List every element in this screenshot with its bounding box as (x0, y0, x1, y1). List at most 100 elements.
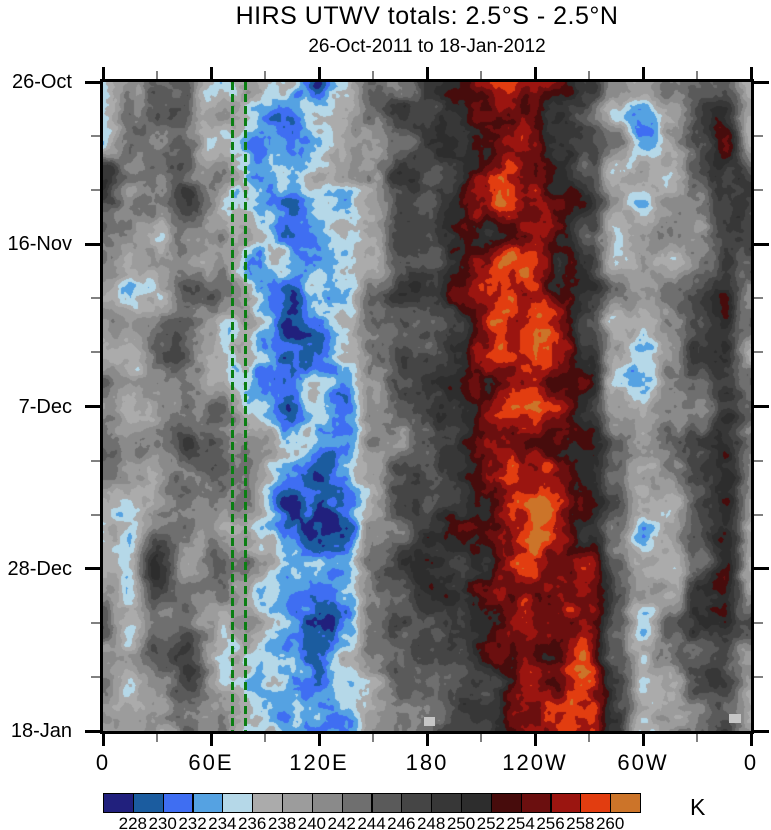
x-tick-major-top (641, 67, 645, 79)
x-tick-major-bottom (317, 734, 321, 746)
colorbar-boundary-label: 236 (237, 814, 267, 830)
colorbar-cell (610, 793, 641, 813)
y-tick-minor-left (91, 513, 100, 516)
x-tick-minor-bottom (372, 734, 374, 742)
colorbar-cell (341, 793, 373, 813)
x-tick-major-bottom (749, 734, 753, 746)
y-tick-major-right (754, 80, 769, 84)
x-tick-major-top (317, 67, 321, 79)
missing-data-marker (424, 717, 435, 726)
x-tick-minor-bottom (264, 734, 266, 742)
colorbar-boundary-label: 250 (446, 814, 476, 830)
colorbar-cell (311, 793, 343, 813)
x-tick-label: 180 (405, 750, 449, 775)
x-tick-major-top (749, 67, 753, 79)
colorbar-cell (252, 793, 283, 813)
plot-area (100, 79, 754, 734)
y-tick-major-right (754, 242, 769, 246)
colorbar-cell (103, 793, 134, 813)
y-tick-minor-left (91, 351, 100, 354)
y-tick-major-left (85, 405, 100, 408)
y-tick-minor-right (754, 459, 763, 462)
colorbar-cell (192, 793, 224, 813)
x-tick-major-bottom (641, 734, 645, 746)
colorbar-cell (401, 793, 433, 813)
colorbar-boundary-label: 252 (476, 814, 506, 830)
x-tick-minor-top (480, 71, 482, 79)
reference-line-dashed-green (231, 82, 235, 731)
y-tick-major-left (85, 242, 100, 246)
reference-line-dashed-green (244, 82, 248, 731)
colorbar-boundary-label: 242 (327, 814, 356, 830)
y-tick-minor-left (91, 459, 100, 462)
colorbar-cell (162, 793, 194, 813)
colorbar-boundary-label: 244 (357, 814, 386, 830)
y-tick-minor-left (91, 135, 100, 138)
x-tick-major-bottom (209, 734, 213, 746)
x-tick-major-bottom (425, 734, 429, 746)
colorbar-boundary-label: 258 (566, 814, 595, 830)
colorbar-cell (132, 793, 164, 813)
y-tick-minor-left (91, 297, 100, 300)
x-tick-minor-bottom (156, 734, 158, 742)
x-tick-major-bottom (533, 734, 537, 746)
colorbar-cell (520, 793, 552, 813)
colorbar-boundary-label: 238 (267, 814, 297, 830)
y-tick-minor-right (754, 351, 763, 354)
x-tick-major-bottom (101, 734, 105, 746)
colorbar-cell (371, 793, 403, 813)
y-tick-label: 28-Dec (7, 557, 72, 580)
x-tick-minor-top (696, 71, 698, 79)
y-tick-label: 16-Nov (7, 233, 72, 256)
colorbar-boundary-label: 254 (506, 814, 535, 830)
x-tick-major-top (533, 67, 537, 79)
x-tick-minor-top (156, 71, 158, 79)
colorbar-boundary-label: 256 (536, 814, 565, 830)
x-tick-label: 120E (289, 750, 349, 775)
y-tick-major-left (85, 729, 100, 733)
x-tick-minor-top (588, 71, 590, 79)
y-tick-major-right (754, 405, 769, 408)
chart-subtitle: 26-Oct-2011 to 18-Jan-2012 (308, 36, 546, 57)
colorbar-boundary-label: 234 (208, 814, 237, 830)
y-tick-minor-right (754, 189, 763, 192)
colorbar-boundary-label: 240 (297, 814, 327, 830)
y-tick-label: 7-Dec (18, 395, 72, 418)
x-tick-label: 0 (95, 750, 111, 775)
colorbar-boundary-label: 230 (148, 814, 177, 830)
y-tick-minor-left (91, 189, 100, 192)
x-tick-minor-bottom (480, 734, 482, 742)
colorbar-cell (282, 793, 313, 813)
x-tick-major-top (209, 67, 213, 79)
x-tick-major-top (425, 67, 429, 79)
colorbar-cell (490, 793, 522, 813)
y-tick-major-left (85, 80, 100, 84)
x-tick-label: 60W (617, 750, 669, 775)
colorbar-unit-label: K (690, 794, 706, 820)
chart-title: HIRS UTWV totals: 2.5°S - 2.5°N (235, 2, 619, 30)
x-tick-minor-bottom (696, 734, 698, 742)
x-tick-label: 60E (188, 750, 234, 775)
x-tick-label: 120W (502, 750, 568, 775)
colorbar-boundary-label: 260 (595, 814, 625, 830)
colorbar-boundary-label: 246 (387, 814, 416, 830)
y-tick-minor-left (91, 621, 100, 624)
hovmoller-field-canvas (103, 82, 751, 731)
y-tick-minor-left (91, 675, 100, 678)
colorbar-cell (550, 793, 582, 813)
colorbar-boundary-label: 232 (178, 814, 207, 830)
y-tick-label: 18-Jan (10, 720, 72, 742)
y-tick-minor-right (754, 675, 763, 678)
colorbar-cell (222, 793, 254, 813)
y-tick-minor-right (754, 621, 763, 624)
colorbar-cell (461, 793, 492, 813)
y-tick-major-left (85, 567, 100, 571)
x-tick-minor-top (372, 71, 374, 79)
colorbar-cell (580, 793, 612, 813)
y-tick-label: 26-Oct (11, 71, 72, 93)
y-tick-minor-right (754, 135, 763, 138)
y-tick-minor-right (754, 297, 763, 300)
colorbar-boundary-label: 228 (118, 814, 148, 830)
y-tick-minor-right (754, 513, 763, 516)
x-tick-major-top (101, 67, 105, 79)
